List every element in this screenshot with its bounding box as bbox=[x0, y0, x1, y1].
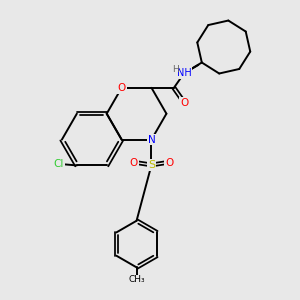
Text: O: O bbox=[130, 158, 138, 167]
Text: S: S bbox=[148, 160, 155, 170]
Text: CH₃: CH₃ bbox=[128, 275, 145, 284]
Text: N: N bbox=[148, 134, 155, 145]
Text: O: O bbox=[180, 98, 188, 107]
Text: NH: NH bbox=[177, 68, 191, 78]
Text: O: O bbox=[118, 83, 126, 93]
Text: O: O bbox=[165, 158, 173, 167]
Text: Cl: Cl bbox=[54, 159, 64, 169]
Text: H: H bbox=[172, 65, 179, 74]
